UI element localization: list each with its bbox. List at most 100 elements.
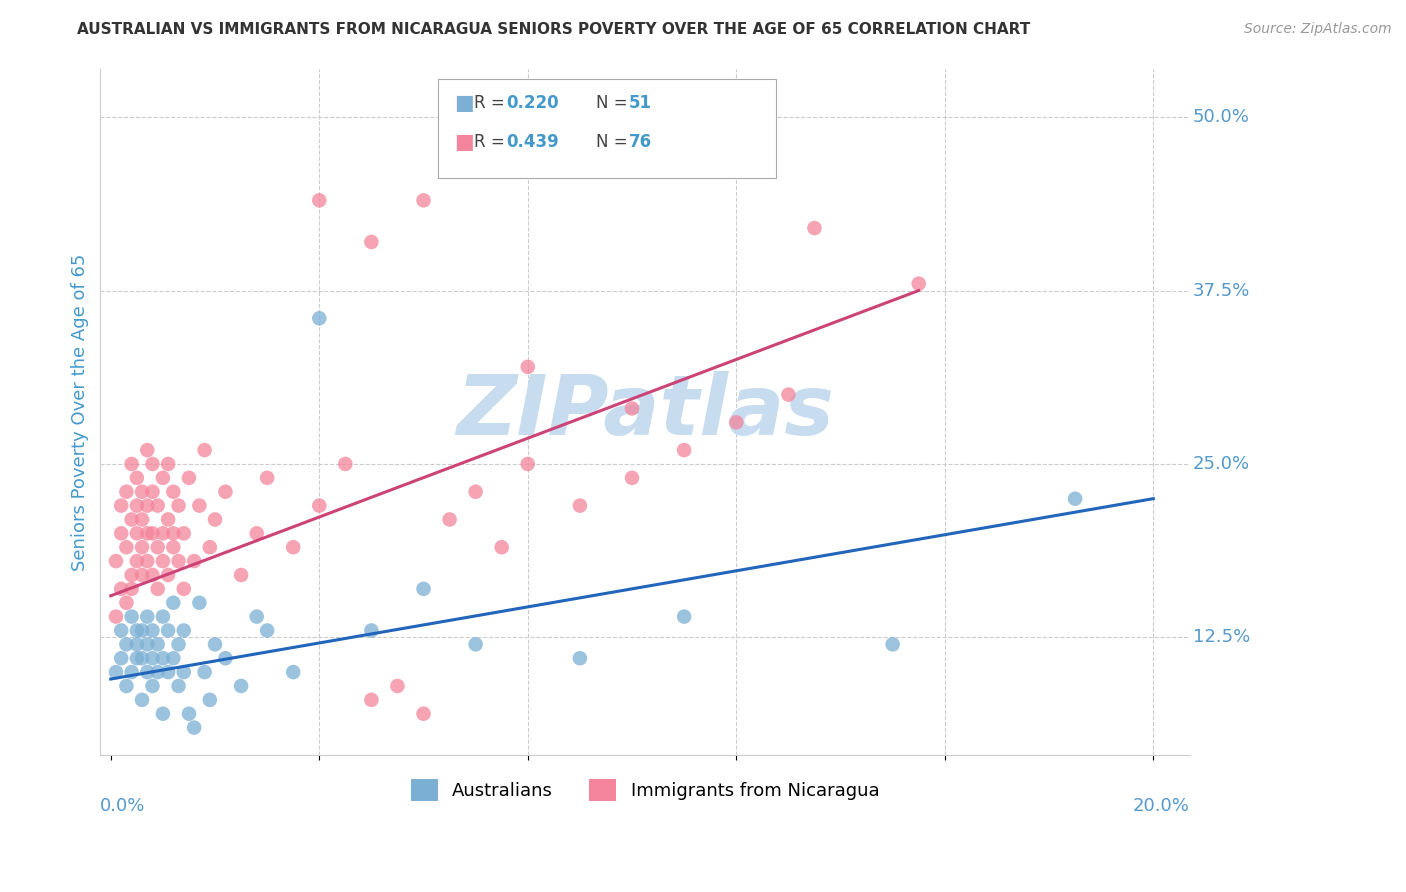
Point <box>125 637 148 651</box>
Point <box>121 582 143 596</box>
Point <box>673 609 696 624</box>
Point <box>157 665 180 679</box>
Point <box>229 568 252 582</box>
Point <box>162 484 184 499</box>
FancyBboxPatch shape <box>439 78 776 178</box>
Point <box>183 721 205 735</box>
Text: 37.5%: 37.5% <box>1194 282 1250 300</box>
Point <box>131 693 153 707</box>
Point <box>110 526 132 541</box>
Text: 25.0%: 25.0% <box>1194 455 1250 473</box>
Point <box>214 484 236 499</box>
Point <box>141 679 163 693</box>
Point <box>141 526 163 541</box>
Point <box>110 582 132 596</box>
Point <box>491 540 513 554</box>
Point <box>125 624 148 638</box>
Point <box>131 651 153 665</box>
Point <box>152 651 174 665</box>
Point <box>308 499 330 513</box>
Text: 76: 76 <box>628 133 652 151</box>
Point <box>110 624 132 638</box>
Point <box>387 679 409 693</box>
Point <box>157 457 180 471</box>
Point <box>146 499 169 513</box>
Point <box>173 665 195 679</box>
Point <box>167 554 190 568</box>
Text: R =: R = <box>474 94 510 112</box>
Legend: Australians, Immigrants from Nicaragua: Australians, Immigrants from Nicaragua <box>404 772 887 808</box>
Point <box>115 484 138 499</box>
Text: 20.0%: 20.0% <box>1133 797 1189 814</box>
Text: 0.0%: 0.0% <box>100 797 146 814</box>
Point <box>162 596 184 610</box>
Text: 50.0%: 50.0% <box>1194 108 1250 126</box>
Point <box>673 443 696 458</box>
Point <box>778 387 800 401</box>
Point <box>173 582 195 596</box>
Point <box>621 471 644 485</box>
Text: R =: R = <box>474 133 510 151</box>
Point <box>136 637 159 651</box>
Point <box>246 609 269 624</box>
Point <box>141 457 163 471</box>
Point <box>157 624 180 638</box>
Point <box>104 554 127 568</box>
Point <box>152 471 174 485</box>
Point <box>115 596 138 610</box>
Point <box>1064 491 1087 506</box>
Point <box>568 499 591 513</box>
Point <box>256 624 278 638</box>
Point <box>183 554 205 568</box>
Point <box>121 512 143 526</box>
Point <box>115 540 138 554</box>
Point <box>214 651 236 665</box>
Point <box>335 457 357 471</box>
Point <box>110 499 132 513</box>
Text: ■: ■ <box>454 132 474 152</box>
Point <box>136 526 159 541</box>
Point <box>568 651 591 665</box>
Point <box>121 665 143 679</box>
Text: 12.5%: 12.5% <box>1194 628 1250 647</box>
Point <box>121 609 143 624</box>
Text: N =: N = <box>596 133 633 151</box>
Point <box>188 499 211 513</box>
Point <box>162 540 184 554</box>
Point <box>204 512 226 526</box>
Point <box>198 693 221 707</box>
Point <box>167 499 190 513</box>
Point <box>141 624 163 638</box>
Point <box>621 401 644 416</box>
Point <box>152 526 174 541</box>
Point <box>136 554 159 568</box>
Point <box>125 554 148 568</box>
Point <box>464 637 486 651</box>
Point <box>131 568 153 582</box>
Point <box>121 568 143 582</box>
Point <box>256 471 278 485</box>
Point <box>177 706 200 721</box>
Point <box>136 443 159 458</box>
Point <box>194 443 217 458</box>
Point <box>283 540 305 554</box>
Point <box>131 512 153 526</box>
Point <box>141 568 163 582</box>
Point <box>725 415 748 429</box>
Point <box>152 706 174 721</box>
Point <box>803 221 825 235</box>
Point <box>283 665 305 679</box>
Point <box>173 624 195 638</box>
Point <box>194 665 217 679</box>
Point <box>204 637 226 651</box>
Point <box>141 651 163 665</box>
Point <box>125 526 148 541</box>
Point <box>131 484 153 499</box>
Point <box>162 526 184 541</box>
Point <box>136 499 159 513</box>
Point <box>121 457 143 471</box>
Point <box>907 277 929 291</box>
Point <box>439 512 461 526</box>
Point <box>412 706 434 721</box>
Point <box>152 609 174 624</box>
